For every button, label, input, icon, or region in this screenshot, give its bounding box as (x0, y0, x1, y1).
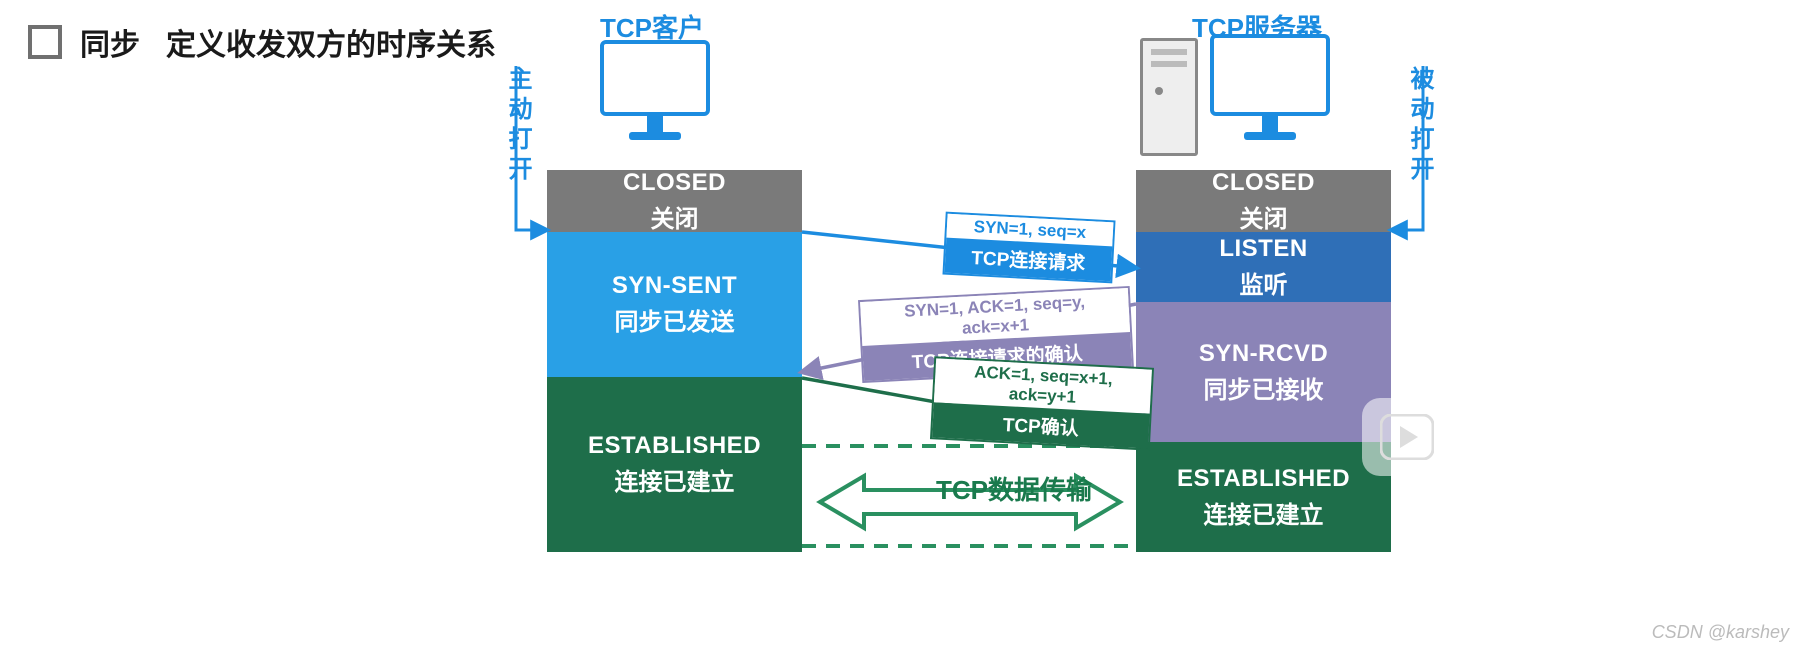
state-closed: CLOSED关闭 (1136, 170, 1391, 232)
client-open-label: 主动打开 (500, 66, 535, 186)
state-established: ESTABLISHED连接已建立 (1136, 442, 1391, 552)
server-open-label: 被动打开 (1402, 66, 1437, 186)
state-listen: LISTEN监听 (1136, 232, 1391, 302)
syn-message: SYN=1, seq=x TCP连接请求 (942, 212, 1115, 284)
server-state-column: CLOSED关闭LISTEN监听SYN-RCVD同步已接收ESTABLISHED… (1136, 170, 1391, 552)
client-state-column: CLOSED关闭SYN-SENT同步已发送ESTABLISHED连接已建立 (547, 170, 802, 552)
ack-message: ACK=1, seq=x+1, ack=y+1 TCP确认 (930, 356, 1154, 450)
client-monitor-icon (600, 40, 710, 146)
state-closed: CLOSED关闭 (547, 170, 802, 232)
state-syn-sent: SYN-SENT同步已发送 (547, 232, 802, 377)
header-def: 定义收发双方的时序关系 (166, 20, 496, 64)
server-monitor-icon (1210, 34, 1330, 146)
checkbox-icon (28, 25, 62, 59)
state-established: ESTABLISHED连接已建立 (547, 377, 802, 552)
header-sync: 同步 (80, 20, 140, 64)
play-icon (1362, 398, 1452, 476)
header: 同步 定义收发双方的时序关系 (28, 20, 496, 64)
watermark: CSDN @karshey (1652, 622, 1789, 643)
server-tower-icon (1140, 38, 1198, 156)
syn-desc: TCP连接请求 (945, 238, 1113, 282)
data-transfer-label: TCP数据传输 (936, 470, 1092, 507)
state-syn-rcvd: SYN-RCVD同步已接收 (1136, 302, 1391, 442)
